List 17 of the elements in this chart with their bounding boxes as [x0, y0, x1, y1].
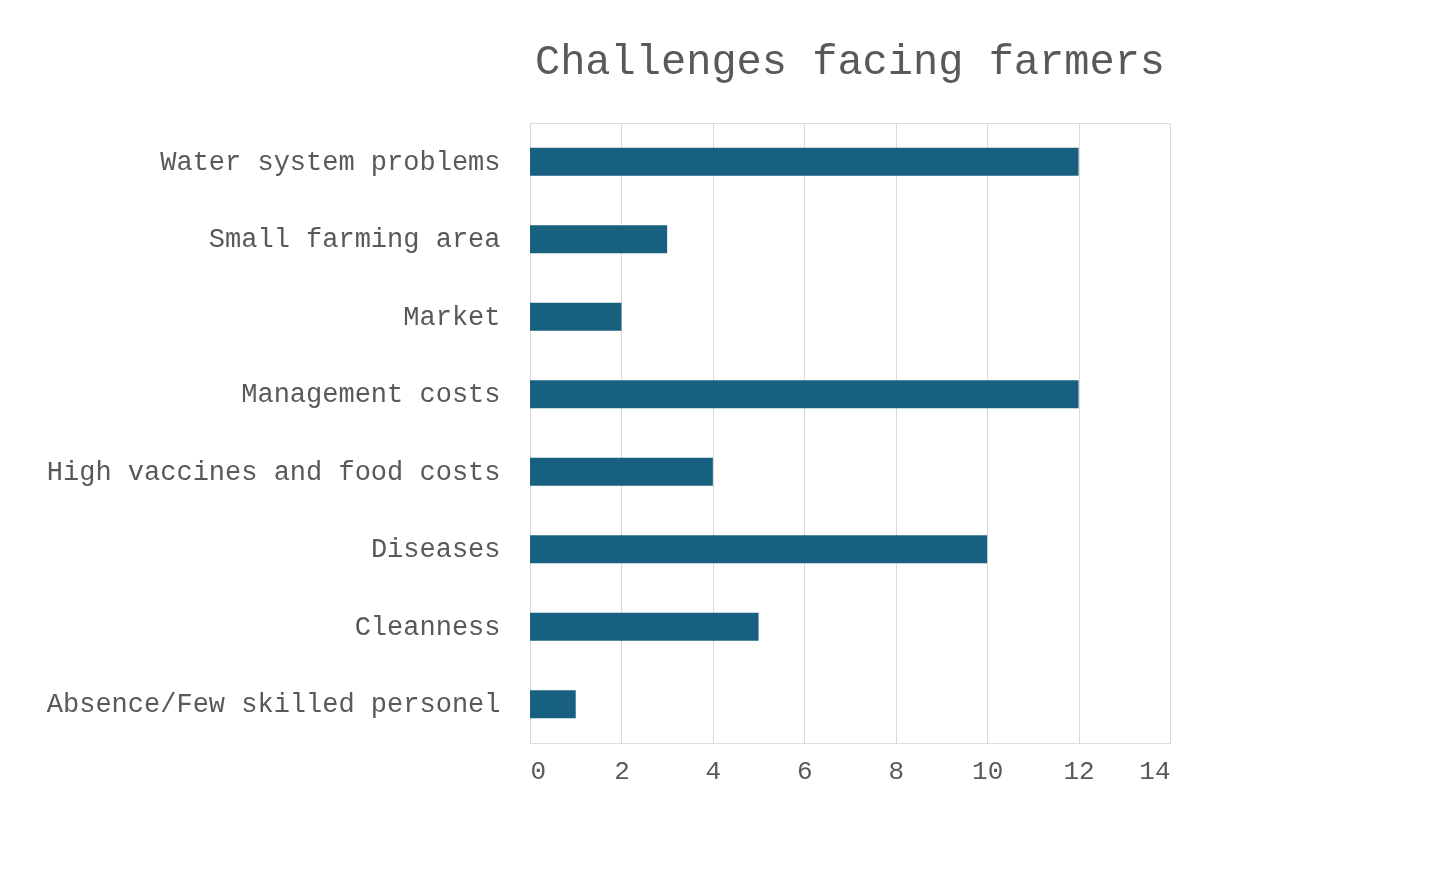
x-tick-label: 8 — [888, 756, 905, 787]
x-tick-label: 6 — [796, 756, 813, 787]
x-tick-label: 10 — [972, 756, 1004, 787]
y-tick-label: Water system problems — [160, 147, 501, 178]
y-tick-label: Small farming area — [208, 225, 501, 256]
y-tick-label: Absence/Few skilled personel — [46, 690, 501, 721]
x-tick-label: 0 — [530, 756, 547, 787]
y-tick-label: Cleanness — [354, 612, 501, 643]
x-tick-label: 14 — [1139, 756, 1171, 787]
x-tick-label: 4 — [705, 756, 722, 787]
chart-title: Challenges facing farmers — [534, 39, 1166, 87]
y-tick-label: Market — [403, 302, 501, 333]
x-tick-label: 12 — [1063, 756, 1095, 787]
y-tick-label: Diseases — [370, 535, 501, 566]
x-tick-label: 2 — [614, 756, 630, 787]
y-tick-label: Management costs — [241, 380, 501, 411]
y-tick-label: High vaccines and food costs — [46, 457, 501, 488]
